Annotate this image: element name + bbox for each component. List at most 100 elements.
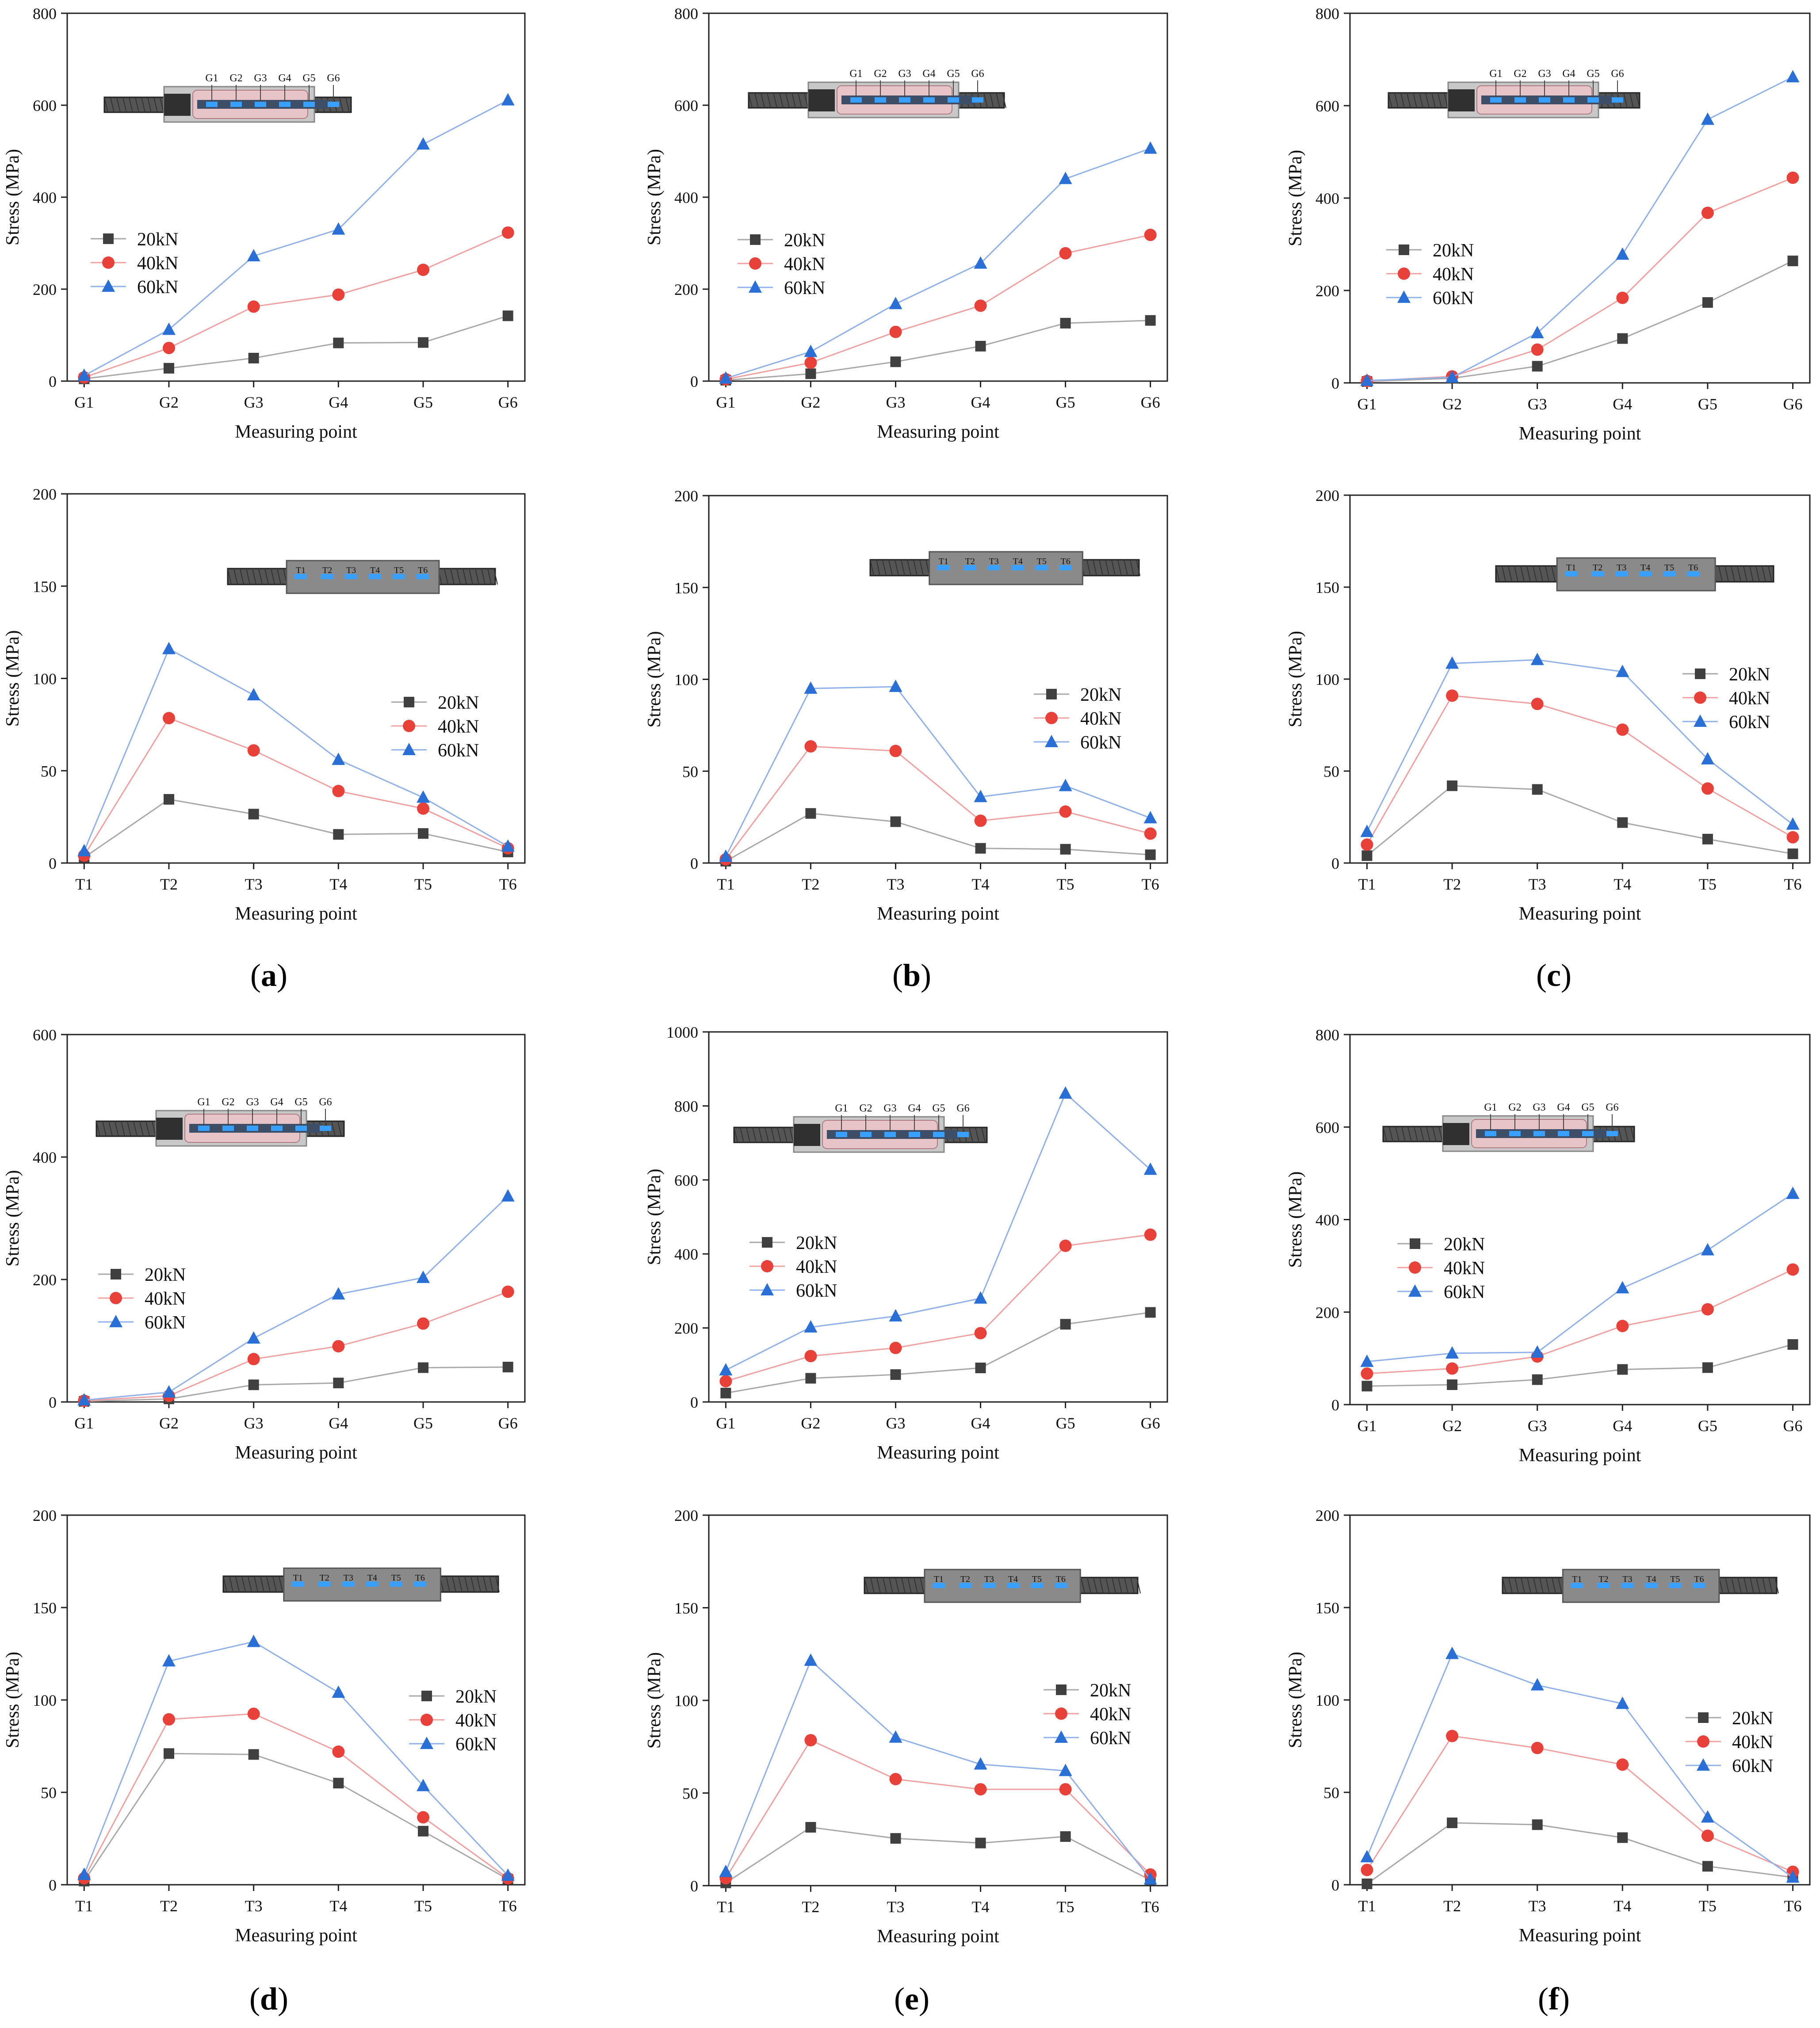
data-point-60kN xyxy=(974,256,987,269)
series-40kN xyxy=(1361,172,1799,387)
rebar-rib xyxy=(914,1577,918,1594)
data-point-60kN xyxy=(501,93,515,106)
data-point-20kN xyxy=(1702,1362,1713,1373)
data-point-20kN xyxy=(502,310,513,321)
gauge-label: T3 xyxy=(984,1574,994,1584)
legend: 20kN 40kN 60kN xyxy=(749,1233,837,1301)
x-tick-label: G3 xyxy=(886,393,905,411)
strain-gauge xyxy=(342,1581,355,1587)
chart-b-bottom: 0 50 100 150 200 T1 T2 T3 T4 T5 T6 Measuring point S… xyxy=(644,487,1168,924)
series-40kN xyxy=(719,1734,1157,1885)
data-point-40kN xyxy=(1059,1239,1072,1252)
strain-gauge xyxy=(222,1126,234,1131)
rebar-rib xyxy=(889,1577,893,1594)
x-tick-label: T4 xyxy=(1614,1897,1631,1915)
y-tick-label: 200 xyxy=(1315,282,1339,300)
rebar-rib xyxy=(752,1127,757,1143)
legend-marker xyxy=(110,1292,122,1304)
y-axis-label: Stress (MPa) xyxy=(3,149,23,245)
rebar-rib xyxy=(1762,565,1766,582)
data-point-60kN xyxy=(162,642,176,654)
strain-gauge xyxy=(1006,1583,1019,1588)
rebar-rib xyxy=(223,1576,227,1593)
gauge-label: T4 xyxy=(1640,563,1650,573)
rebar-rib xyxy=(160,97,164,113)
gauge-label: G1 xyxy=(835,1103,848,1114)
panel-label-e: (e) xyxy=(894,1981,929,2017)
strain-gauge xyxy=(933,1132,944,1137)
rebar-rib xyxy=(1099,559,1103,576)
series-20kN xyxy=(1361,256,1798,387)
series-line-20kN xyxy=(725,1826,1151,1883)
data-point-60kN xyxy=(1530,1345,1544,1358)
gauge-label: G1 xyxy=(1484,1102,1497,1113)
data-point-60kN xyxy=(719,849,733,862)
legend-label: 60kN xyxy=(1433,288,1474,309)
data-point-20kN xyxy=(1532,1819,1543,1830)
data-point-60kN xyxy=(1786,817,1800,830)
rebar-rib xyxy=(1425,92,1430,108)
data-point-40kN xyxy=(332,288,345,301)
rebar-rib xyxy=(102,1121,107,1137)
legend-label: 40kN xyxy=(455,1711,497,1731)
rebar-rib xyxy=(1394,92,1399,108)
legend-label: 40kN xyxy=(784,254,825,275)
rebar-rib xyxy=(1737,1577,1742,1594)
legend: 20kN 40kN 60kN xyxy=(738,230,825,298)
y-tick-label: 400 xyxy=(1315,1211,1339,1229)
gauge-label: T6 xyxy=(1061,557,1071,566)
strain-gauge xyxy=(964,565,976,570)
x-tick-label: T6 xyxy=(1784,1897,1802,1915)
legend: 20kN 40kN 60kN xyxy=(1682,665,1770,733)
gauge-label: T2 xyxy=(1593,563,1602,573)
chart-b-top: 0 200 400 600 800 G1 G2 G3 G4 G5 G6 Measuring point… xyxy=(644,5,1168,442)
chart-d-bottom: 0 50 100 150 200 T1 T2 T3 T4 T5 T6 Measuring point S… xyxy=(3,1507,526,1946)
panel-label-f: (f) xyxy=(1538,1981,1570,2017)
legend-marker xyxy=(421,1714,433,1726)
strain-gauge xyxy=(318,1581,331,1587)
x-tick-label: G5 xyxy=(1698,1417,1717,1435)
rebar-rib xyxy=(1136,1577,1141,1594)
data-point-60kN xyxy=(889,1309,902,1321)
chart-e-top: 0 200 400 600 800 1000 G1 G2 G3 G4 G5 G6 Measuring p… xyxy=(644,1024,1168,1463)
rebar-rib xyxy=(1624,1126,1629,1142)
rebar-rib xyxy=(740,1127,744,1143)
legend-marker xyxy=(1398,267,1410,280)
specimen-inset: T1 T2 T3 T4 T5 T6 xyxy=(222,1567,500,1602)
rebar-rib xyxy=(1731,1577,1736,1594)
legend-label: 40kN xyxy=(1080,709,1121,729)
rebar-rib xyxy=(241,1576,246,1593)
data-point-60kN xyxy=(804,1653,818,1666)
data-point-20kN xyxy=(805,1822,816,1833)
strain-gauge xyxy=(1639,571,1652,577)
data-point-60kN xyxy=(332,1685,345,1698)
data-point-20kN xyxy=(1532,784,1543,795)
x-tick-label: T4 xyxy=(1614,875,1631,893)
specimen-inset: G1 G2 G3 G4 G5 G6 xyxy=(103,73,352,123)
data-point-40kN xyxy=(1446,689,1459,702)
x-tick-label: T5 xyxy=(414,875,432,893)
sleeve xyxy=(929,551,1083,585)
y-tick-label: 50 xyxy=(41,762,57,780)
strain-gauge xyxy=(1669,1583,1682,1588)
series-60kN xyxy=(77,1189,515,1405)
specimen-inset: T1 T2 T3 T4 T5 T6 xyxy=(869,551,1140,585)
x-axis-label: Measuring point xyxy=(1519,1445,1641,1466)
series-line-60kN xyxy=(1366,659,1793,832)
rebar-rib xyxy=(1756,1577,1760,1594)
data-point-20kN xyxy=(1787,848,1798,859)
data-point-40kN xyxy=(974,1783,987,1796)
series-line-40kN xyxy=(725,745,1151,860)
series-line-20kN xyxy=(1367,260,1793,382)
series-line-60kN xyxy=(1367,1193,1793,1363)
legend-marker xyxy=(1409,1261,1421,1274)
rebar-rib xyxy=(339,97,344,113)
data-point-40kN xyxy=(417,264,430,276)
data-point-40kN xyxy=(501,226,514,239)
data-point-60kN xyxy=(247,249,260,262)
rebar-rib xyxy=(1749,565,1754,582)
y-tick-label: 50 xyxy=(1323,763,1339,780)
data-point-40kN xyxy=(1059,805,1072,818)
gauge-label: T5 xyxy=(1032,1574,1042,1584)
x-axis-label: Measuring point xyxy=(235,904,357,924)
